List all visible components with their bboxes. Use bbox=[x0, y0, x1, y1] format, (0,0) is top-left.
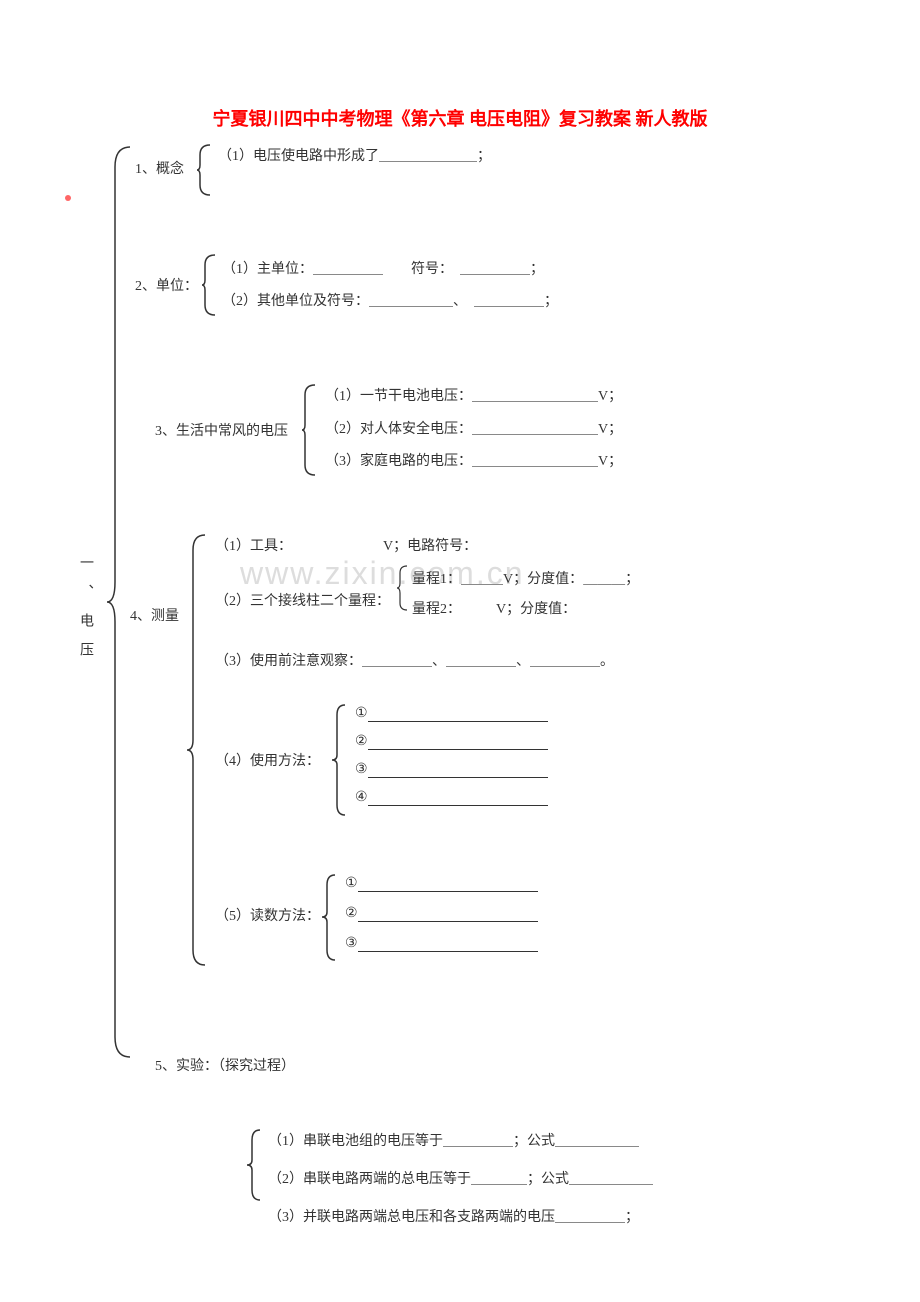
section3-item1: （1）一节干电池电压：＿＿＿＿＿＿＿＿＿V； bbox=[325, 385, 622, 405]
section4-usage-bracket bbox=[330, 700, 350, 820]
section4-item3: （3）使用前注意观察：＿＿＿＿＿、＿＿＿＿＿、＿＿＿＿＿。 bbox=[215, 650, 614, 670]
section4-item4-2: ② bbox=[355, 733, 548, 750]
section4-item5: （5）读数方法： bbox=[215, 905, 320, 925]
section4-item2: （2）三个接线柱二个量程： bbox=[215, 590, 390, 610]
page-title: 宁夏银川四中中考物理《第六章 电压电阻》复习教案 新人教版 bbox=[0, 0, 920, 151]
section4-item4-4: ④ bbox=[355, 789, 548, 806]
section4-item1: （1）工具： V；电路符号： bbox=[215, 535, 477, 555]
section4-label: 4、测量 bbox=[130, 605, 179, 625]
section4-item5-3: ③ bbox=[345, 935, 538, 952]
section4-item4-1: ① bbox=[355, 705, 548, 722]
section3-label: 3、生活中常风的电压 bbox=[155, 420, 288, 440]
section5-item3: （3）并联电路两端总电压和各支路两端的电压＿＿＿＿＿； bbox=[268, 1206, 639, 1226]
section4-item5-1: ① bbox=[345, 875, 538, 892]
section2-item2: （2）其他单位及符号：＿＿＿＿＿＿、 ＿＿＿＿＿； bbox=[222, 290, 558, 310]
section1-item1: （1）电压使电路中形成了＿＿＿＿＿＿＿； bbox=[218, 145, 491, 165]
section5-item2: （2）串联电路两端的总电压等于＿＿＿＿；公式＿＿＿＿＿＿ bbox=[268, 1168, 653, 1188]
section2-label: 2、单位： bbox=[135, 275, 198, 295]
section3-item2: （2）对人体安全电压：＿＿＿＿＿＿＿＿＿V； bbox=[325, 418, 622, 438]
section4-item2a: 量程1：＿＿＿V；分度值：＿＿＿； bbox=[412, 568, 639, 588]
section4-reading-bracket bbox=[320, 870, 340, 965]
section5-label: 5、实验：（探究过程） bbox=[155, 1055, 295, 1075]
main-section-label: 一、电压 bbox=[75, 555, 95, 671]
section1-bracket bbox=[195, 140, 215, 200]
section3-bracket bbox=[300, 380, 320, 480]
section4-item4-3: ③ bbox=[355, 761, 548, 778]
section5-item1: （1）串联电池组的电压等于＿＿＿＿＿；公式＿＿＿＿＿＿ bbox=[268, 1130, 639, 1150]
section1-label: 1、概念 bbox=[135, 158, 184, 178]
section4-item4: （4）使用方法： bbox=[215, 750, 320, 770]
section4-item5-2: ② bbox=[345, 905, 538, 922]
section5-bracket bbox=[245, 1125, 265, 1205]
section2-item1: （1）主单位：＿＿＿＿＿ 符号： ＿＿＿＿＿； bbox=[222, 258, 544, 278]
section4-sub-bracket bbox=[395, 563, 410, 613]
section4-item2b: 量程2： V；分度值： bbox=[412, 598, 576, 618]
main-bracket bbox=[105, 142, 135, 1062]
section2-bracket bbox=[200, 250, 220, 320]
red-marker bbox=[65, 195, 71, 201]
section4-bracket bbox=[185, 530, 210, 970]
section3-item3: （3）家庭电路的电压：＿＿＿＿＿＿＿＿＿V； bbox=[325, 450, 622, 470]
